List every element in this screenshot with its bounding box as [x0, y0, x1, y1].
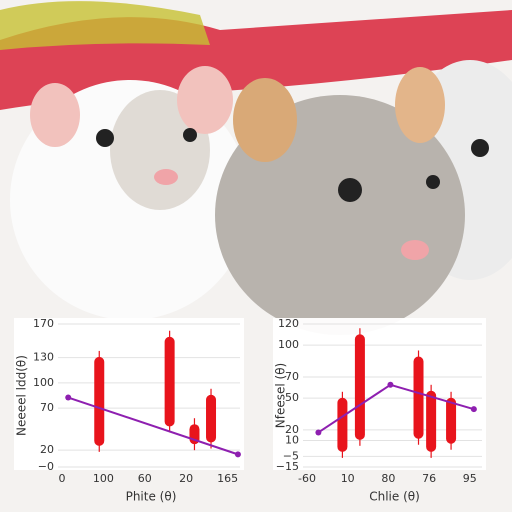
- x-tick-label: 60: [138, 472, 152, 485]
- eye: [183, 128, 197, 142]
- x-tick-label: 80: [381, 472, 395, 485]
- y-tick-label: −15: [276, 460, 299, 473]
- x-tick-label: 0: [59, 472, 66, 485]
- y-tick-label: 120: [278, 317, 299, 330]
- ear: [30, 83, 80, 147]
- x-axis-label: Chlie (θ): [369, 490, 420, 504]
- y-tick-label: 70: [285, 370, 299, 383]
- trend-point: [234, 451, 241, 458]
- trend-point: [65, 394, 72, 401]
- range-bar: [413, 356, 424, 439]
- eye: [471, 139, 489, 157]
- ear: [395, 67, 445, 143]
- ear: [177, 66, 233, 134]
- nose: [154, 169, 178, 185]
- range-bar: [426, 390, 437, 452]
- x-tick-label: -60: [298, 472, 316, 485]
- y-tick-label: 20: [40, 443, 54, 456]
- trend-point: [387, 381, 394, 388]
- x-tick-label: 10: [341, 472, 355, 485]
- eye: [426, 175, 440, 189]
- range-bar: [206, 394, 217, 443]
- y-tick-label: 100: [278, 338, 299, 351]
- y-tick-label: 50: [285, 391, 299, 404]
- y-tick-label: 170: [33, 317, 54, 330]
- y-tick-label: 130: [33, 351, 54, 364]
- eye: [96, 129, 114, 147]
- y-tick-label: −0: [38, 460, 54, 473]
- x-tick-label: 100: [93, 472, 114, 485]
- x-tick-label: 76: [422, 472, 436, 485]
- pepper: [0, 1, 210, 50]
- range-bar: [94, 356, 105, 446]
- y-tick-label: 100: [33, 376, 54, 389]
- trend-line: [67, 396, 239, 456]
- range-bar: [446, 397, 457, 444]
- y-axis-label: Nfeesel (θ): [274, 363, 288, 428]
- y-tick-label: 20: [285, 423, 299, 436]
- range-bar: [337, 397, 348, 452]
- nose: [401, 240, 429, 260]
- eye: [338, 178, 362, 202]
- trend-point: [470, 406, 477, 413]
- range-bar: [354, 334, 365, 440]
- y-tick-label: −5: [283, 449, 299, 462]
- y-tick-label: 70: [40, 401, 54, 414]
- chart-panel: [273, 318, 486, 470]
- chart-panel: [14, 318, 244, 470]
- x-axis-label: Phite (θ): [126, 490, 177, 504]
- x-tick-label: 165: [217, 472, 238, 485]
- y-tick-label: 10: [285, 434, 299, 447]
- x-tick-label: 20: [179, 472, 193, 485]
- charts: 170 130 100 70 20 −0 0 100 60 20 165 Phite (θ) Neeee…: [14, 317, 486, 504]
- ear: [233, 78, 297, 162]
- y-axis-label: Neeeel ldd(θ): [15, 355, 29, 436]
- trend-point: [315, 429, 322, 436]
- x-tick-label: 95: [463, 472, 477, 485]
- range-bar: [164, 336, 175, 427]
